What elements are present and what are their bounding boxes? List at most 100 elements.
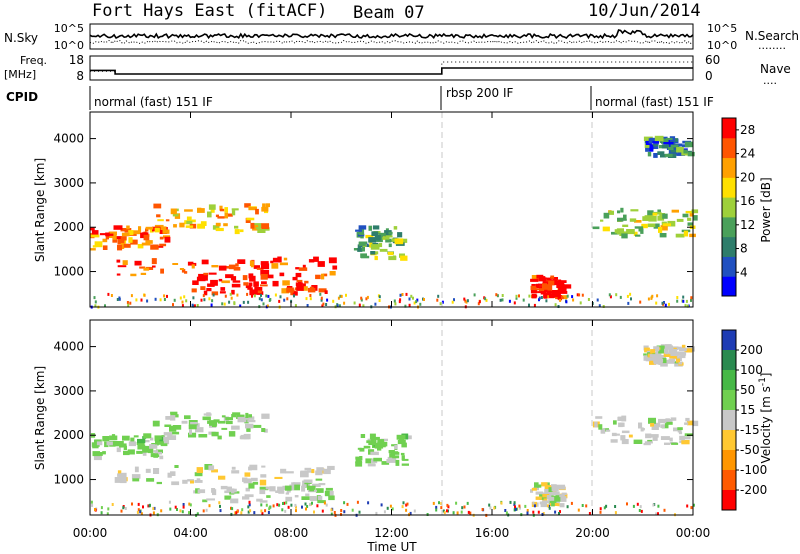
scatter-cell [111, 503, 114, 506]
echo-cell-region-4 [381, 461, 390, 465]
echo-cell-region-7 [654, 358, 664, 363]
echo-cell-region-6 [595, 416, 603, 419]
echo-cell-region-0 [119, 443, 127, 448]
echo-cell-region-1 [211, 265, 219, 268]
echo-cell-region-3 [265, 274, 274, 279]
echo-cell-region-6 [659, 233, 667, 238]
scatter-cell [323, 501, 326, 505]
echo-cell-region-4 [370, 251, 376, 255]
echo-cell-region-7 [676, 146, 684, 153]
echo-cell-region-1 [174, 465, 179, 468]
echo-cell-region-1 [172, 263, 179, 265]
scatter-cell [378, 295, 381, 299]
echo-cell-region-5 [551, 485, 559, 492]
echo-cell-region-3 [203, 275, 208, 281]
echo-cell-region-3 [318, 483, 326, 486]
echo-cell-region-2 [261, 413, 270, 419]
velocity-colorbar-label: Velocity [m s-1] [758, 373, 773, 464]
scatter-cell [362, 304, 365, 308]
echo-cell-region-6 [679, 435, 685, 441]
scatter-cell [626, 294, 629, 298]
scatter-cell [172, 303, 174, 307]
scatter-cell [440, 506, 443, 510]
velocity-y-axis: 1000 2000 3000 4000 [53, 340, 693, 487]
scatter-cell [253, 294, 256, 298]
echo-cell-region-7 [687, 151, 695, 157]
echo-cell-region-0 [154, 451, 162, 455]
scatter-cell [452, 511, 455, 515]
echo-cell-region-0 [154, 435, 162, 440]
y-tick-label: 1000 [53, 265, 84, 279]
echo-cell-region-0 [136, 442, 145, 445]
echo-cell-region-6 [658, 227, 663, 233]
echo-cell-region-4 [401, 442, 407, 448]
power-colorbar-tick-label: 4 [740, 265, 748, 279]
scatter-cell [153, 506, 156, 510]
scatter-cell [202, 294, 205, 298]
echo-cell-region-0 [159, 455, 164, 460]
echo-cell-region-0 [145, 226, 154, 230]
scatter-cell [136, 510, 139, 514]
scatter-cell [453, 298, 455, 302]
scatter-cell [410, 294, 413, 298]
echo-cell-region-2 [190, 422, 198, 425]
scatter-cell [406, 502, 409, 506]
echo-cell-region-1 [298, 267, 308, 271]
echo-cell-region-2 [191, 219, 196, 223]
echo-cell-region-4 [360, 236, 364, 239]
echo-cell-region-6 [635, 234, 641, 237]
scatter-cell [577, 508, 580, 512]
echo-cell-region-4 [391, 452, 396, 457]
scatter-cell [321, 304, 324, 308]
echo-cell-region-4 [367, 463, 376, 467]
echo-cell-region-5 [535, 491, 544, 495]
echo-cell-region-3 [221, 280, 230, 284]
scatter-cell [221, 302, 224, 306]
scatter-cell [647, 297, 650, 301]
scatter-cell [268, 298, 271, 302]
echo-cell-region-5 [551, 500, 555, 507]
echo-cell-region-1 [116, 259, 121, 263]
scatter-cell [690, 296, 693, 300]
scatter-cell [366, 295, 369, 299]
echo-cell-region-1 [233, 267, 241, 271]
echo-cell-region-5 [552, 491, 560, 496]
scatter-cell [100, 506, 103, 510]
echo-cell-region-6 [616, 228, 624, 235]
echo-cell-region-2 [184, 209, 193, 212]
scatter-cell [546, 504, 549, 508]
echo-cell-region-2 [210, 207, 215, 213]
echo-cell-region-6 [643, 443, 651, 446]
echo-cell-region-4 [358, 225, 367, 230]
scatter-cell [630, 297, 632, 301]
x-tick-label: 12:00 [374, 526, 409, 540]
echo-cell-region-3 [259, 486, 269, 491]
scatter-cell [110, 294, 113, 297]
echo-cell-region-2 [263, 428, 268, 433]
echo-cell-region-5 [559, 503, 565, 508]
echo-cell-region-0 [128, 441, 136, 447]
scatter-cell [160, 509, 163, 513]
scatter-cell [578, 293, 581, 297]
scatter-cell [223, 302, 226, 306]
scatter-cell [513, 503, 516, 506]
echo-cell-region-1 [182, 479, 188, 484]
echo-cell-region-0 [102, 245, 108, 250]
scatter-cell [538, 296, 541, 300]
echo-cell-region-4 [401, 463, 409, 466]
echo-cell-region-3 [269, 486, 276, 492]
noise-search-line [89, 39, 694, 45]
power-colorbar-swatch [722, 197, 736, 218]
scatter-cell [614, 511, 617, 515]
echo-cell-region-0 [143, 433, 152, 438]
echo-cell-region-6 [665, 421, 673, 425]
echo-cell-region-3 [230, 488, 235, 494]
freq-left-tick-top: 18 [69, 53, 84, 67]
echo-cell-region-1 [327, 465, 335, 470]
echo-cell-region-6 [626, 229, 635, 235]
echo-cell-region-6 [650, 423, 655, 427]
echo-cell-region-0 [117, 238, 125, 245]
echo-cell-region-1 [256, 267, 264, 270]
echo-cell-region-1 [118, 477, 125, 483]
echo-cell-region-1 [237, 259, 246, 264]
